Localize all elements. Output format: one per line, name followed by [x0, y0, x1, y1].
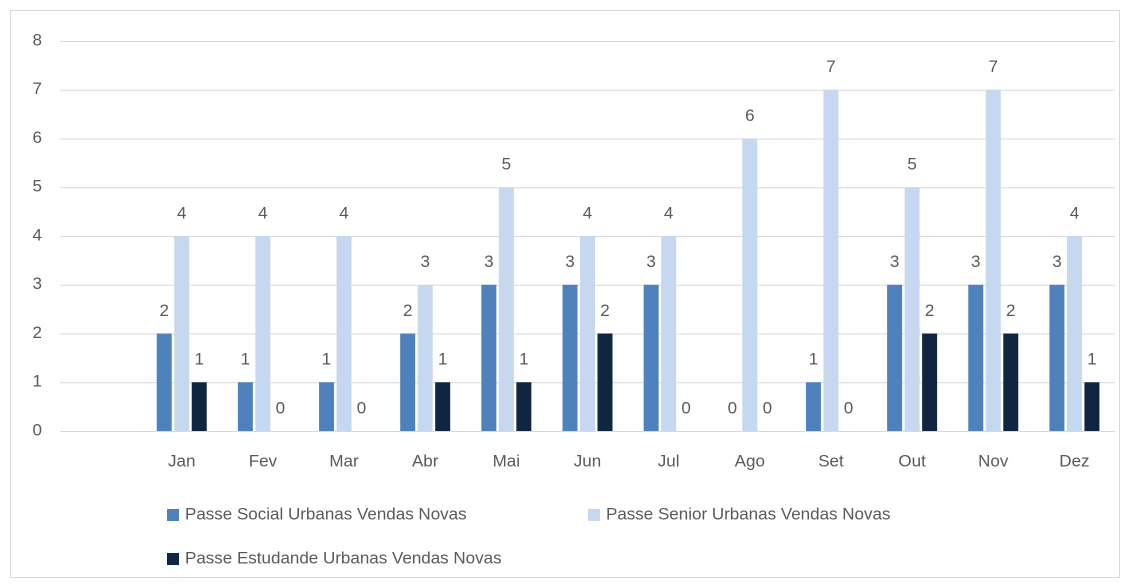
y-tick-label: 0	[33, 420, 42, 439]
data-label: 2	[1006, 301, 1015, 320]
data-label: 3	[971, 252, 980, 271]
data-label: 7	[826, 57, 835, 76]
data-label: 2	[600, 301, 609, 320]
legend-text: Passe Estudande Urbanas Vendas Novas	[185, 548, 502, 567]
bar	[597, 333, 613, 431]
bar	[904, 187, 920, 431]
data-label: 3	[484, 252, 493, 271]
data-label: 2	[925, 301, 934, 320]
data-label: 0	[763, 398, 772, 417]
data-label: 4	[258, 203, 267, 222]
x-tick-label: Mai	[493, 451, 520, 470]
data-label: 1	[809, 350, 818, 369]
data-label: 3	[646, 252, 655, 271]
bar	[643, 284, 659, 431]
bar	[255, 236, 271, 431]
x-tick-label: Abr	[412, 451, 439, 470]
bar	[742, 138, 758, 431]
x-tick-label: Jun	[574, 451, 601, 470]
bar	[191, 382, 207, 431]
legend-swatch	[588, 509, 600, 521]
data-label: 6	[745, 106, 754, 125]
x-tick-label: Dez	[1059, 451, 1089, 470]
data-label: 4	[177, 203, 186, 222]
data-label: 1	[322, 350, 331, 369]
bar	[336, 236, 352, 431]
y-tick-label: 4	[33, 225, 42, 244]
data-label: 4	[583, 203, 592, 222]
data-label: 5	[502, 155, 511, 174]
y-tick-label: 2	[33, 323, 42, 342]
x-tick-label: Ago	[735, 451, 765, 470]
x-tick-label: Set	[818, 451, 844, 470]
data-label: 0	[728, 398, 737, 417]
bar	[985, 89, 1001, 431]
data-label: 0	[357, 398, 366, 417]
bar	[498, 187, 514, 431]
legend-swatch	[167, 509, 179, 521]
legend-text: Passe Senior Urbanas Vendas Novas	[606, 504, 890, 523]
data-label: 0	[276, 398, 285, 417]
data-label: 1	[519, 350, 528, 369]
data-label: 3	[1052, 252, 1061, 271]
x-tick-label: Jul	[658, 451, 680, 470]
data-label: 3	[565, 252, 574, 271]
data-label: 5	[907, 155, 916, 174]
bar	[805, 382, 821, 431]
data-label: 0	[844, 398, 853, 417]
y-tick-label: 3	[33, 274, 42, 293]
legend-text: Passe Social Urbanas Vendas Novas	[185, 504, 467, 523]
bar	[319, 382, 335, 431]
bar	[922, 333, 938, 431]
bar	[481, 284, 497, 431]
bar	[174, 236, 190, 431]
bar	[1049, 284, 1065, 431]
data-label: 3	[890, 252, 899, 271]
y-tick-label: 7	[33, 79, 42, 98]
bar	[417, 284, 433, 431]
bar	[580, 236, 595, 431]
data-label: 3	[420, 252, 429, 271]
bar	[1066, 236, 1082, 431]
legend-swatch	[167, 553, 179, 565]
data-label: 4	[664, 203, 673, 222]
bar	[156, 333, 172, 431]
x-tick-label: Out	[898, 451, 926, 470]
bar	[1003, 333, 1019, 431]
bar	[887, 284, 903, 431]
data-label: 2	[403, 301, 412, 320]
y-tick-label: 8	[33, 30, 42, 49]
x-tick-label: Jan	[168, 451, 195, 470]
bar	[435, 382, 451, 431]
bar	[237, 382, 253, 431]
bar	[823, 89, 839, 431]
data-label: 4	[1070, 203, 1079, 222]
bar	[1084, 382, 1100, 431]
bar	[400, 333, 416, 431]
x-tick-label: Fev	[249, 451, 278, 470]
x-tick-label: Mar	[329, 451, 359, 470]
data-label: 1	[438, 350, 447, 369]
data-label: 2	[159, 301, 168, 320]
data-label: 1	[194, 350, 203, 369]
bar	[968, 284, 984, 431]
y-tick-label: 5	[33, 177, 42, 196]
data-label: 1	[241, 350, 250, 369]
bar	[661, 236, 677, 431]
y-tick-label: 6	[33, 128, 42, 147]
data-label: 4	[339, 203, 348, 222]
bar	[562, 284, 578, 431]
data-label: 7	[989, 57, 998, 76]
data-label: 0	[681, 398, 690, 417]
data-label: 1	[1087, 350, 1096, 369]
bar	[516, 382, 532, 431]
y-tick-label: 1	[33, 372, 42, 391]
x-tick-label: Nov	[978, 451, 1009, 470]
